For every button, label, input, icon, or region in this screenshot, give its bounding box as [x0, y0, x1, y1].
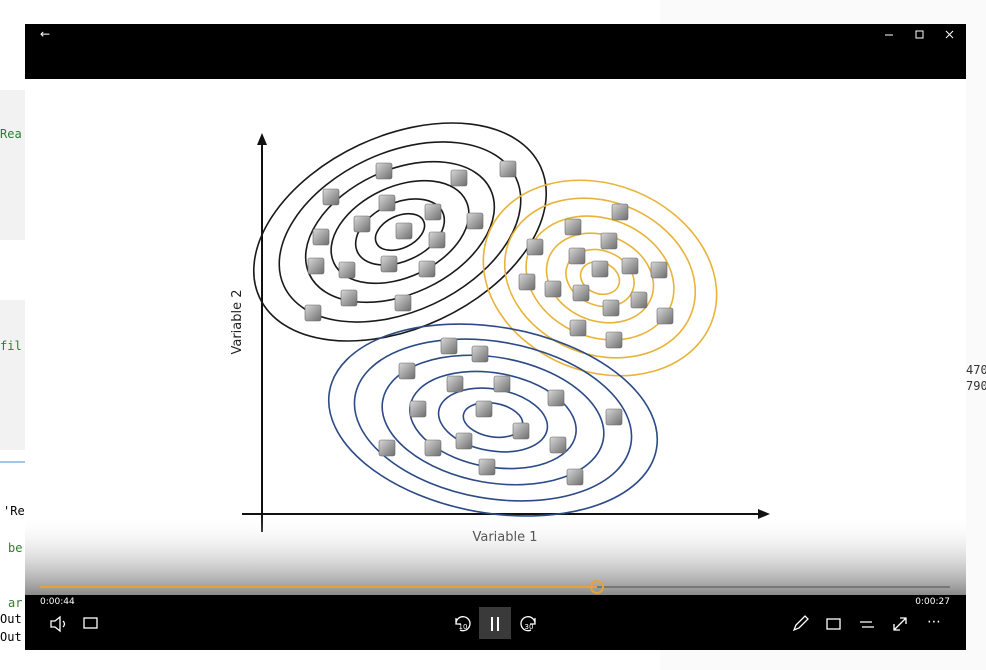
code-fragment: 790: [966, 379, 986, 393]
skip-back-label: 10: [459, 623, 468, 631]
cube: [499, 160, 517, 178]
cube: [424, 203, 442, 221]
cube: [446, 375, 464, 393]
remaining-time: 0:00:27: [915, 597, 950, 607]
cube: [307, 257, 325, 275]
code-fragment: ar: [8, 596, 22, 610]
cube: [572, 284, 590, 302]
cube: [569, 319, 587, 337]
cube: [518, 273, 536, 291]
cube: [526, 238, 544, 256]
code-fragment: Out: [0, 630, 22, 644]
cube: [455, 432, 473, 450]
pause-highlight[interactable]: [479, 607, 511, 639]
cube: [475, 400, 493, 418]
cluster-contour: [252, 122, 548, 342]
cube: [600, 232, 618, 250]
code-fragment: 470: [966, 363, 986, 377]
seek-thumb[interactable]: [590, 580, 604, 594]
more-button[interactable]: ⋯: [927, 614, 941, 630]
cube: [566, 468, 584, 486]
maximize-button[interactable]: [915, 30, 924, 39]
arrow: [257, 133, 267, 145]
cube: [544, 280, 562, 298]
cube: [424, 439, 442, 457]
skip-back-button[interactable]: [455, 616, 471, 632]
cube: [338, 261, 356, 279]
cube: [591, 260, 609, 278]
captions-button[interactable]: [83, 617, 98, 629]
mini-view-button[interactable]: [826, 618, 841, 630]
cluster-contour: [565, 248, 635, 308]
control-shade: [25, 515, 966, 595]
cube: [440, 337, 458, 355]
cube: [656, 307, 674, 325]
cube: [394, 294, 412, 312]
pause-button[interactable]: [491, 617, 499, 631]
code-fragment: fil: [0, 339, 22, 353]
cube: [547, 389, 565, 407]
cube: [621, 257, 639, 275]
cube: [450, 169, 468, 187]
cluster-contour: [503, 197, 697, 359]
cube: [512, 422, 530, 440]
cube: [650, 261, 668, 279]
cast-button[interactable]: [860, 621, 874, 628]
cube: [353, 215, 371, 233]
cluster-contour: [278, 141, 522, 323]
volume-button[interactable]: [50, 615, 66, 633]
cube: [630, 291, 648, 309]
cube: [493, 375, 511, 393]
fullscreen-button[interactable]: [893, 617, 907, 631]
code-fragment: be: [8, 541, 22, 555]
cube: [478, 458, 496, 476]
skip-forward-label: 30: [525, 623, 534, 631]
cube: [605, 331, 623, 349]
close-button[interactable]: [945, 30, 954, 39]
cube: [375, 162, 393, 180]
cube: [564, 218, 582, 236]
code-fragment: Rea: [0, 127, 22, 141]
cube: [304, 304, 322, 322]
y-axis-label: Variable 2: [230, 289, 245, 354]
cube: [395, 222, 413, 240]
cube: [312, 228, 330, 246]
cube: [428, 231, 446, 249]
video-frame: [25, 79, 966, 595]
cube: [380, 255, 398, 273]
cluster-contour: [482, 179, 718, 377]
cluster-contour: [327, 323, 659, 517]
cluster-contour: [304, 160, 496, 304]
cube: [322, 188, 340, 206]
code-fragment: 'Re: [3, 504, 25, 518]
cube: [568, 247, 586, 265]
cluster-contour: [381, 354, 605, 486]
cube: [471, 345, 489, 363]
cube: [418, 260, 436, 278]
pen-button[interactable]: [792, 615, 809, 632]
cube: [605, 408, 623, 426]
cube: [611, 203, 629, 221]
cube: [466, 212, 484, 230]
cube: [398, 362, 416, 380]
cluster-contour: [353, 338, 633, 502]
cube: [378, 439, 396, 457]
back-button[interactable]: ←: [40, 27, 50, 41]
cube: [378, 194, 396, 212]
cube: [340, 289, 358, 307]
cube: [602, 299, 620, 317]
elapsed-time: 0:00:44: [40, 597, 75, 607]
skip-forward-button[interactable]: [520, 616, 536, 632]
cube: [409, 400, 427, 418]
cluster-contour: [374, 212, 426, 252]
cube: [549, 436, 567, 454]
code-fragment: Out: [0, 612, 22, 626]
